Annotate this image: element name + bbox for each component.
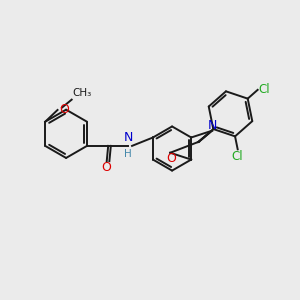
Text: Cl: Cl [232,150,244,163]
Text: N: N [124,131,133,144]
Text: H: H [124,149,132,159]
Text: N: N [208,119,217,132]
Text: CH₃: CH₃ [72,88,92,98]
Text: Cl: Cl [259,83,271,96]
Text: O: O [101,160,111,174]
Text: O: O [59,103,69,116]
Text: O: O [166,152,176,164]
